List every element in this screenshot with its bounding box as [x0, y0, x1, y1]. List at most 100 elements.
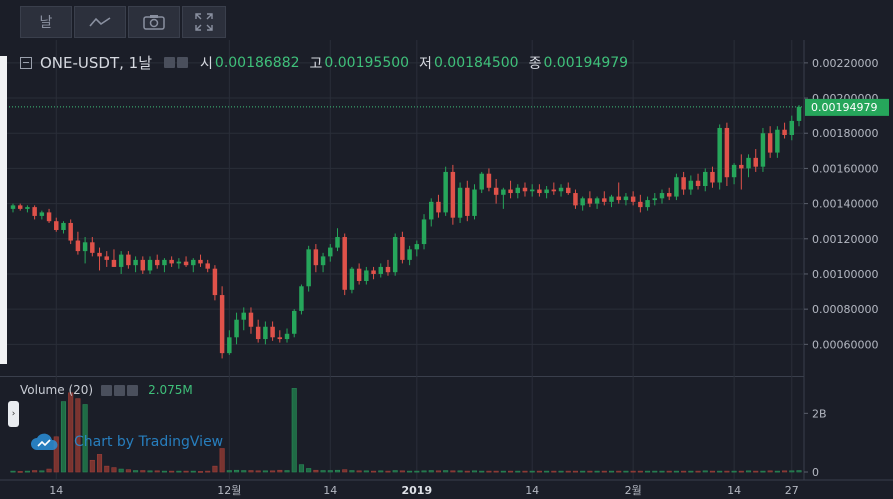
candle-body	[789, 120, 795, 135]
cloud-icon	[31, 433, 58, 450]
line-chart-icon	[89, 17, 111, 27]
volume-bar	[587, 470, 593, 473]
volume-bar	[421, 470, 427, 473]
candle-body	[392, 237, 398, 273]
volume-bar	[385, 470, 391, 473]
price-tick-label: 0.00060000	[812, 338, 878, 351]
candle-body	[183, 261, 189, 266]
gear-icon[interactable]	[177, 57, 189, 68]
candle-body	[522, 187, 528, 192]
volume-bar	[298, 464, 304, 473]
candle-body	[659, 193, 665, 199]
candle-body	[219, 295, 225, 354]
low-label: 저	[419, 55, 432, 72]
volume-bar	[536, 470, 542, 473]
candle-body	[731, 164, 737, 178]
volume-tick-label: 2B	[812, 407, 827, 420]
candle-body	[335, 237, 340, 248]
volume-bar	[515, 470, 521, 473]
candle-body	[191, 259, 196, 266]
candle-body	[349, 268, 355, 290]
symbol-legend: ONE-USDT, 1날 시 0.00186882 고 0.00195500 저…	[20, 52, 628, 73]
volume-bar	[623, 470, 629, 473]
high-value: 0.00195500	[324, 54, 410, 71]
gear-icon[interactable]	[114, 384, 126, 396]
close-icon[interactable]	[127, 384, 139, 396]
chart-style-button[interactable]	[74, 6, 126, 38]
candle-body	[493, 187, 499, 195]
candle-body	[400, 237, 405, 260]
chevron-right-icon[interactable]: ›	[8, 401, 19, 427]
candle-body	[75, 240, 81, 252]
time-axis: 14 12월 14 2019 14 2월 14 27	[49, 484, 799, 497]
volume-bar	[68, 392, 74, 473]
price-tick-label: 0.00140000	[812, 198, 878, 211]
candle-body	[385, 266, 391, 273]
candle-body	[666, 193, 672, 197]
collapse-icon[interactable]	[20, 56, 32, 69]
last-price-tag	[805, 98, 889, 116]
volume-bar	[608, 470, 615, 473]
open-label: 시	[200, 55, 213, 72]
volume-bar	[753, 470, 759, 473]
volume-bar	[17, 471, 23, 473]
volume-bar	[363, 470, 369, 473]
volume-title: Volume (20)	[20, 383, 94, 397]
chart-toolbar: 날	[20, 6, 226, 38]
open-value: 0.00186882	[214, 54, 300, 71]
volume-bar	[349, 470, 355, 473]
volume-bar	[96, 454, 103, 473]
volume-bar	[226, 470, 232, 473]
volume-bar	[371, 470, 377, 473]
day-interval-button[interactable]: 날	[20, 6, 72, 38]
candle-body	[760, 133, 766, 167]
candle-body	[587, 198, 593, 204]
volume-bar	[652, 470, 658, 473]
candle-body	[407, 249, 412, 260]
price-tick-label: 0.00120000	[812, 233, 878, 246]
volume-bar	[572, 470, 578, 473]
volume-bar	[169, 470, 175, 473]
candle-body	[724, 127, 730, 178]
candle-body	[111, 259, 117, 267]
volume-bar	[212, 465, 218, 473]
volume-bar	[471, 470, 478, 473]
eye-icon[interactable]	[164, 57, 176, 68]
volume-bar	[457, 470, 463, 473]
volume-bar	[82, 404, 88, 473]
candle-body	[154, 259, 160, 266]
volume-bar	[414, 470, 420, 473]
volume-bar	[313, 469, 319, 473]
candle-body	[284, 333, 290, 340]
candle-body	[602, 198, 607, 202]
volume-bar	[565, 470, 571, 473]
volume-bar	[428, 470, 434, 473]
tradingview-watermark[interactable]: Chart by TradingView	[30, 432, 223, 452]
volume-bar	[500, 470, 506, 473]
volume-bar	[205, 470, 211, 473]
volume-bar	[75, 398, 81, 473]
time-tick-label: 14	[525, 484, 539, 497]
high-label: 고	[309, 55, 323, 72]
candle-body	[118, 254, 124, 267]
fullscreen-button[interactable]	[182, 6, 226, 38]
volume-bar	[544, 470, 550, 473]
eye-icon[interactable]	[101, 384, 113, 396]
left-scroll-edge[interactable]	[0, 56, 7, 364]
candle-body	[255, 326, 261, 340]
volume-bar	[486, 470, 492, 473]
volume-bar	[219, 448, 225, 473]
snapshot-button[interactable]	[128, 6, 180, 38]
time-tick-label: 14	[323, 484, 337, 497]
volume-bar	[666, 470, 672, 473]
low-value: 0.00184500	[433, 54, 519, 71]
volume-bar	[356, 470, 362, 473]
candle-body	[782, 129, 787, 135]
volume-bar	[104, 465, 110, 473]
candle-body	[645, 200, 650, 208]
candle-body	[472, 189, 477, 216]
volume-bar	[616, 470, 622, 473]
volume-bar	[774, 470, 780, 473]
candle-body	[126, 254, 131, 266]
